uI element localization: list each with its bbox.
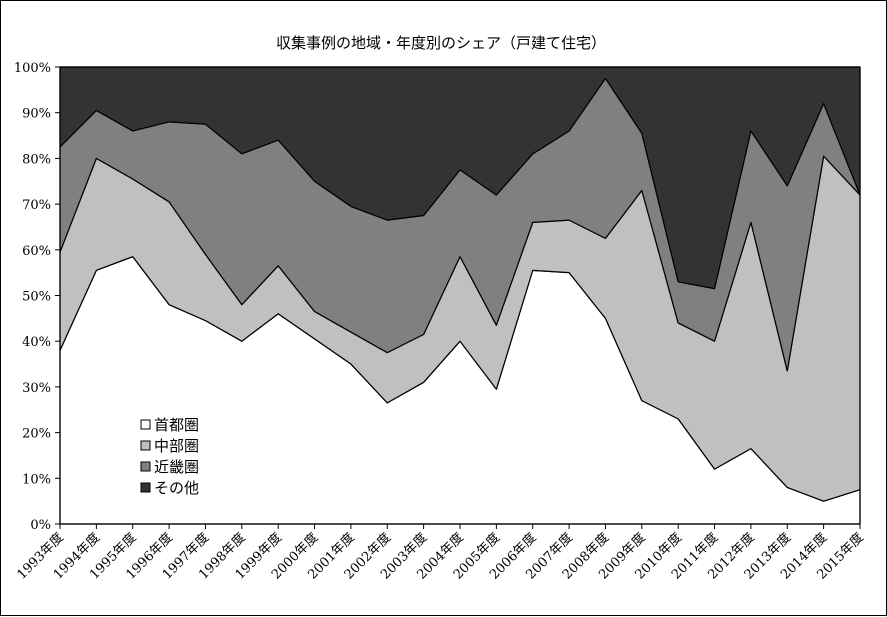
y-tick-label: 30% — [22, 381, 51, 396]
legend-swatch — [140, 482, 151, 493]
chart-title: 収集事例の地域・年度別のシェア（戸建て住宅） — [276, 34, 606, 52]
y-tick-label: 50% — [22, 290, 51, 305]
y-tick-label: 40% — [22, 335, 51, 350]
legend-swatch — [140, 419, 151, 430]
legend-swatch — [140, 461, 151, 472]
y-tick-label: 10% — [22, 472, 51, 487]
y-tick-label: 100% — [14, 61, 51, 76]
y-tick-label: 80% — [22, 152, 51, 167]
legend-label: 首都圏 — [154, 416, 199, 434]
legend-label: その他 — [154, 479, 199, 497]
legend-swatch — [140, 440, 151, 451]
y-tick-label: 20% — [22, 427, 51, 442]
legend-label: 近畿圏 — [154, 458, 199, 476]
legend-label: 中部圏 — [154, 437, 199, 455]
y-tick-label: 60% — [22, 244, 51, 259]
y-tick-label: 90% — [22, 107, 51, 122]
y-tick-label: 0% — [30, 518, 51, 533]
y-tick-label: 70% — [22, 198, 51, 213]
